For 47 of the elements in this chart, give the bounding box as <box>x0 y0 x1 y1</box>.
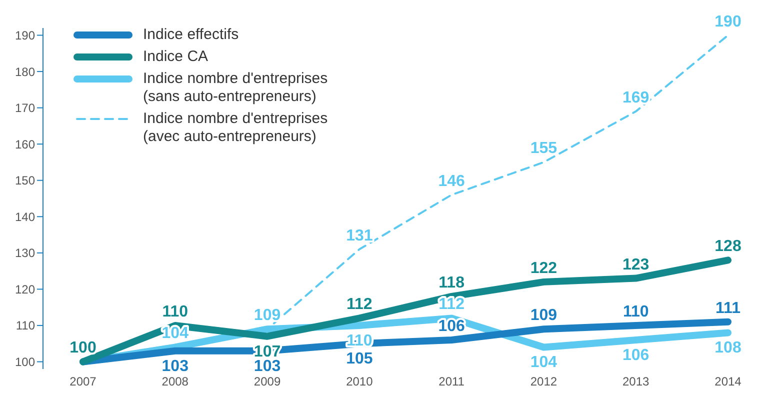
y-tick-label: 140 <box>14 210 36 224</box>
data-label: 110 <box>622 303 649 320</box>
data-label: 128 <box>714 238 742 256</box>
data-label: 105 <box>346 350 373 368</box>
y-tick-label: 150 <box>14 174 36 188</box>
y-tick-label: 120 <box>14 282 36 296</box>
y-tick-label: 110 <box>16 318 36 333</box>
data-label: 103 <box>162 358 189 375</box>
data-label: 104 <box>530 354 558 372</box>
y-tick-label: 190 <box>14 28 36 43</box>
data-label: 104 <box>162 325 189 342</box>
data-label: 112 <box>346 296 372 314</box>
data-label: 110 <box>162 303 188 320</box>
y-tick-label: 130 <box>14 246 36 260</box>
x-tick-label: 2010 <box>346 374 374 389</box>
data-label: 169 <box>622 89 650 106</box>
data-label: 103 <box>254 358 281 375</box>
x-tick-label: 2008 <box>162 374 189 389</box>
y-tick-label: 170 <box>14 101 36 116</box>
x-tick-label: 2009 <box>254 374 281 389</box>
x-tick-label: 2014 <box>714 374 742 389</box>
data-label: 123 <box>622 256 650 274</box>
data-label: 100 <box>70 340 96 357</box>
data-label: 190 <box>714 13 742 30</box>
x-tick-label: 2012 <box>530 374 558 389</box>
data-label: 155 <box>530 140 558 158</box>
data-label: 106 <box>622 346 650 364</box>
y-tick-label: 180 <box>14 64 36 79</box>
y-tick-label: 160 <box>14 137 36 152</box>
data-label: 122 <box>530 260 558 277</box>
legend-label: Indice nombre d'entreprises (sans auto-entrepreneurs) <box>143 70 329 106</box>
legend-label: Indice CA <box>143 48 210 66</box>
data-label: 112 <box>438 296 465 314</box>
data-label: 109 <box>530 307 558 324</box>
data-label: 111 <box>716 300 741 317</box>
data-label: 146 <box>438 172 466 190</box>
data-label: 109 <box>254 307 281 324</box>
x-tick-label: 2011 <box>438 374 465 389</box>
data-label: 108 <box>714 340 742 357</box>
y-tick-label: 100 <box>14 355 36 370</box>
data-label: 118 <box>438 274 465 292</box>
data-label: 106 <box>438 318 466 335</box>
x-tick-label: 2007 <box>70 374 97 389</box>
legend-label: Indice nombre d'entreprises (avec auto-entrepreneurs) <box>143 110 329 146</box>
legend-label: Indice effectifs <box>143 26 240 44</box>
data-label: 131 <box>346 227 373 244</box>
x-tick-label: 2013 <box>622 374 650 389</box>
